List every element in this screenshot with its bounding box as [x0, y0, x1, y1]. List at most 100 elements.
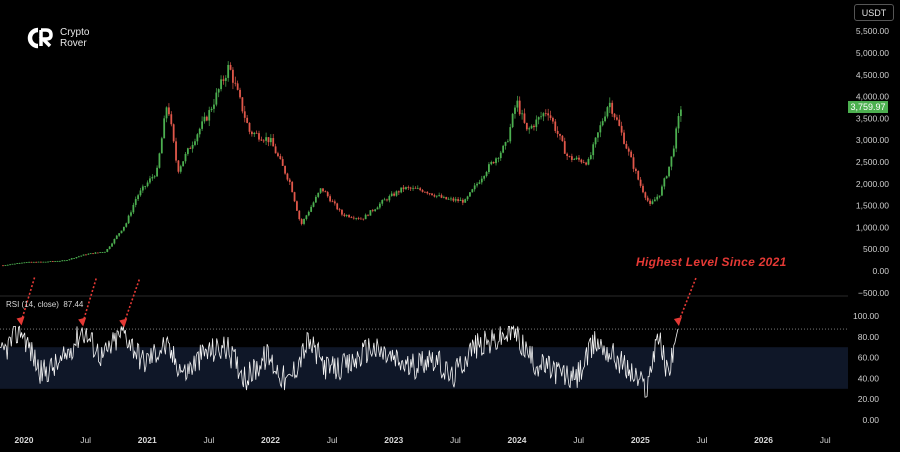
candle-body: [139, 190, 142, 196]
candle-body: [49, 261, 52, 262]
rsi-legend-name: RSI (14, close): [6, 300, 59, 309]
candle-body: [18, 263, 21, 264]
candle-body: [243, 111, 246, 118]
candle-body: [656, 196, 659, 200]
candle-body: [248, 122, 251, 132]
candle-body: [461, 199, 464, 203]
candle-body: [393, 193, 396, 196]
candle-body: [589, 155, 592, 159]
price-tick-label: 3,000.00: [856, 135, 889, 145]
candle-body: [265, 137, 268, 141]
candle-body: [556, 130, 559, 134]
annotation-arrowhead: [16, 316, 25, 326]
candle-body: [224, 77, 227, 81]
candle-body: [184, 153, 187, 162]
candle-body: [661, 186, 663, 196]
candle-body: [92, 253, 94, 255]
candle-body: [77, 256, 80, 258]
candle-body: [333, 201, 336, 204]
candle-body: [490, 161, 493, 165]
candle-body: [9, 264, 12, 266]
candle-body: [300, 219, 303, 224]
price-candles: [2, 61, 682, 267]
candle-body: [374, 209, 377, 211]
time-tick-label: 2024: [508, 435, 527, 445]
candle-body: [362, 218, 365, 220]
crypto-rover-logo-icon: [27, 27, 53, 49]
candle-body: [298, 210, 301, 220]
candle-body: [303, 218, 305, 224]
rsi-tick-label: 40.00: [858, 373, 880, 383]
price-tick-label: 0.00: [872, 266, 889, 276]
candle-body: [445, 196, 448, 200]
candle-body: [144, 186, 147, 187]
candle-body: [552, 117, 554, 122]
candle-body: [397, 191, 400, 193]
time-tick-label: Jul: [80, 435, 91, 445]
candle-body: [44, 261, 47, 263]
candle-body: [435, 195, 438, 197]
candle-body: [414, 187, 417, 189]
time-tick-label: 2022: [261, 435, 280, 445]
candle-body: [523, 113, 526, 123]
candle-body: [364, 214, 367, 220]
candle-body: [111, 243, 113, 247]
candle-body: [16, 263, 19, 264]
candle-body: [473, 185, 476, 190]
annotation-arrow: [82, 278, 97, 322]
candle-body: [533, 125, 535, 128]
candle-body: [239, 89, 241, 98]
candle-body: [108, 246, 111, 250]
candle-body: [274, 146, 277, 154]
candle-body: [426, 191, 429, 194]
candle-body: [130, 212, 132, 216]
candle-body: [42, 261, 45, 263]
candle-body: [96, 252, 99, 254]
candle-body: [293, 192, 296, 202]
candle-body: [578, 157, 580, 160]
candle-body: [646, 197, 649, 201]
candle-body: [352, 217, 355, 219]
brand-line-1: Crypto: [60, 27, 90, 38]
candle-body: [514, 107, 516, 114]
price-tick-label: 3,500.00: [856, 113, 889, 123]
candle-body: [30, 261, 33, 263]
candle-body: [104, 251, 106, 253]
candle-body: [203, 116, 206, 122]
candle-body: [644, 192, 647, 198]
candle-body: [634, 168, 637, 171]
candle-body: [504, 142, 507, 146]
candle-body: [506, 141, 509, 143]
candle-body: [355, 218, 358, 219]
candle-body: [421, 190, 424, 192]
candle-body: [469, 192, 471, 197]
candle-body: [452, 198, 455, 201]
candle-body: [73, 258, 76, 259]
candle-body: [677, 116, 680, 129]
candle-body: [87, 253, 90, 255]
candle-body: [525, 122, 528, 130]
candle-body: [279, 156, 282, 160]
rsi-tick-label: 0.00: [862, 415, 879, 425]
candle-body: [201, 121, 204, 129]
candle-body: [85, 254, 87, 256]
candle-body: [106, 249, 109, 252]
currency-button[interactable]: USDT: [854, 4, 894, 21]
candle-body: [156, 167, 158, 177]
candle-body: [623, 132, 625, 144]
candle-body: [582, 162, 585, 164]
candle-body: [535, 119, 538, 128]
candle-body: [540, 116, 542, 118]
candle-body: [642, 185, 644, 193]
candle-body: [28, 261, 30, 263]
candle-body: [54, 261, 57, 262]
candle-body: [440, 195, 443, 198]
candle-body: [345, 215, 348, 216]
candle-body: [317, 192, 320, 197]
candle-body: [400, 187, 403, 193]
candle-body: [407, 187, 410, 188]
candle-body: [122, 226, 125, 231]
candle-body: [516, 100, 519, 108]
candle-body: [480, 178, 483, 183]
candle-body: [599, 125, 602, 133]
